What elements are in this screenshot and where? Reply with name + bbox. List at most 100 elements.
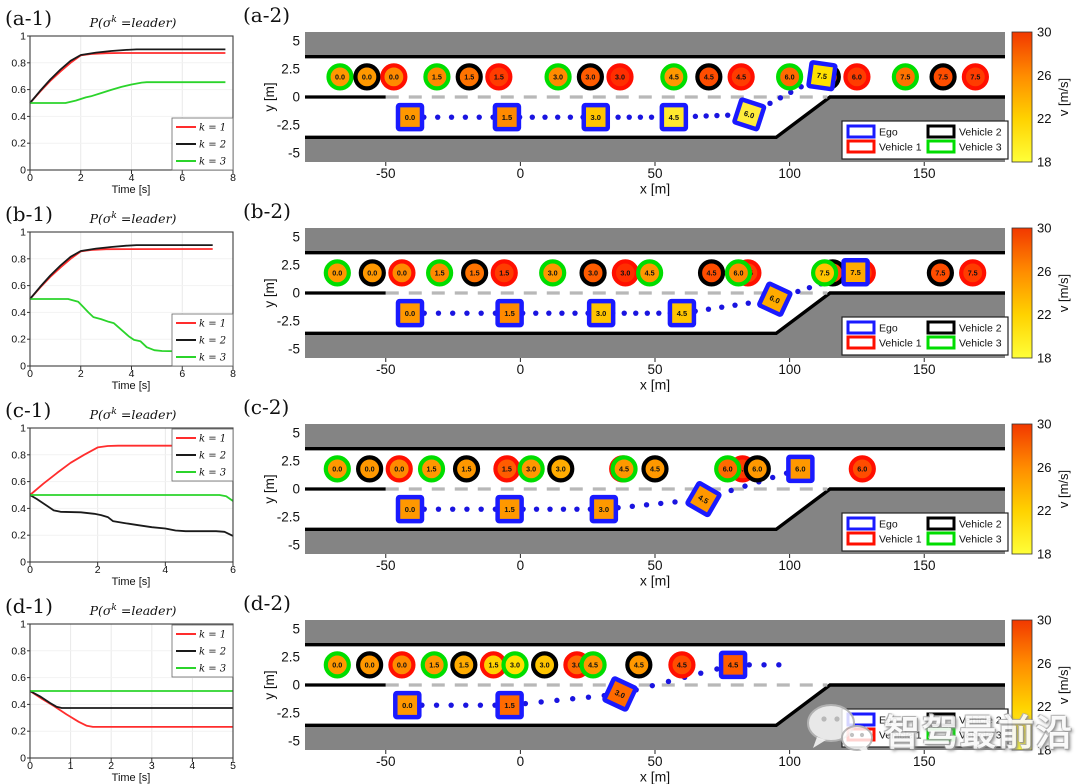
svg-text:8: 8 — [230, 368, 236, 380]
v3-marker: 0.0 — [323, 651, 351, 679]
svg-text:0.0: 0.0 — [405, 113, 415, 122]
svg-text:4.5: 4.5 — [736, 72, 746, 81]
svg-text:0: 0 — [517, 754, 525, 769]
svg-text:-2.5: -2.5 — [277, 314, 300, 329]
prob-chart: 0 2 4 6 8 Time [s] 0 0.2 0.4 0.6 0.8 1 P(σk =leader)… — [5, 6, 236, 196]
v2-marker: 0.0 — [356, 455, 384, 483]
panel-label: (a-1) — [5, 6, 52, 30]
panel-label: (d-2) — [243, 591, 291, 615]
svg-text:v [m/s]: v [m/s] — [1056, 274, 1071, 312]
svg-text:3: 3 — [149, 760, 155, 772]
road-legend: Ego Vehicle 1 Vehicle 2 Vehicle 3 — [841, 316, 1009, 356]
prob-chart: 0 2 4 6 8 Time [s] 0 0.2 0.4 0.6 0.8 1 P(σk =leader)… — [5, 202, 236, 392]
svg-text:0.0: 0.0 — [332, 660, 342, 669]
svg-text:k = 3: k = 3 — [199, 353, 226, 364]
y-axis: 0 0.2 0.4 0.6 0.8 1 — [11, 619, 30, 765]
svg-text:1.5: 1.5 — [499, 268, 509, 277]
svg-text:x [m]: x [m] — [640, 769, 670, 784]
ego-markers: 0.0 1.5 3.0 4.5 — [393, 650, 748, 720]
svg-text:0.0: 0.0 — [367, 268, 377, 277]
svg-text:Vehicle 2: Vehicle 2 — [959, 519, 1002, 531]
svg-text:6.0: 6.0 — [785, 72, 795, 81]
y-axis: 5 2.5 0 -2.5 -5 y [m] — [262, 230, 300, 357]
chart-legend: k = 1 k = 2 k = 3 — [171, 624, 234, 678]
svg-text:0.0: 0.0 — [397, 660, 407, 669]
svg-text:150: 150 — [913, 754, 936, 769]
v2-marker: 3.0 — [576, 63, 604, 91]
svg-text:150: 150 — [913, 558, 936, 573]
v1-marker: 3.0 — [611, 259, 639, 287]
svg-text:6.0: 6.0 — [752, 464, 762, 473]
svg-text:0.2: 0.2 — [11, 530, 26, 542]
svg-text:0.2: 0.2 — [11, 138, 26, 150]
svg-text:3.0: 3.0 — [510, 660, 520, 669]
svg-text:0.0: 0.0 — [332, 464, 342, 473]
v3-marker: 7.5 — [811, 259, 839, 287]
series-kblack — [29, 48, 226, 104]
v1-marker: 1.5 — [490, 259, 518, 287]
svg-text:1.5: 1.5 — [504, 309, 514, 318]
y-axis: 0 0.2 0.4 0.6 0.8 1 — [11, 423, 30, 569]
ego-marker: 0.0 — [395, 494, 425, 524]
svg-text:4.5: 4.5 — [738, 464, 748, 473]
road-legend: Ego Vehicle 1 Vehicle 2 Vehicle 3 — [841, 120, 1009, 160]
svg-text:0.6: 0.6 — [11, 672, 26, 684]
svg-text:6.0: 6.0 — [768, 293, 781, 306]
svg-text:22: 22 — [1037, 111, 1051, 126]
ego-marker: 3.0 — [586, 298, 616, 328]
svg-text:1.5: 1.5 — [427, 464, 437, 473]
svg-text:150: 150 — [913, 166, 936, 181]
svg-text:4.5: 4.5 — [704, 72, 714, 81]
svg-text:4.5: 4.5 — [677, 660, 687, 669]
svg-text:22: 22 — [1037, 503, 1051, 518]
svg-text:0.8: 0.8 — [11, 645, 26, 657]
svg-text:v [m/s]: v [m/s] — [1056, 470, 1071, 508]
x-axis: 0 1 2 3 4 5 Time [s] — [27, 758, 236, 784]
colorbar: 30 26 22 18 v [m/s] — [1011, 417, 1071, 562]
svg-text:1.5: 1.5 — [470, 268, 480, 277]
ego-marker: 6.0 — [786, 454, 815, 484]
svg-text:0.6: 0.6 — [11, 476, 26, 488]
chart-title: P(σk =leader) — [89, 603, 177, 618]
panel-label: (d-1) — [5, 594, 53, 618]
svg-text:v [m/s]: v [m/s] — [1056, 78, 1071, 116]
v2-marker: 6.0 — [743, 455, 771, 483]
svg-text:26: 26 — [1037, 656, 1051, 671]
v3-marker: 3.0 — [501, 651, 529, 679]
svg-text:100: 100 — [778, 558, 801, 573]
svg-text:k = 1: k = 1 — [199, 123, 226, 134]
svg-text:0.4: 0.4 — [11, 503, 26, 515]
ego-marker: 3.0 — [581, 102, 611, 132]
v2-marker: 1.5 — [450, 651, 478, 679]
svg-text:50: 50 — [647, 558, 662, 573]
vehicle-circles: 0.0 0.0 0.0 1.5 1.5 1.5 3.0 3.0 3.0 4.5 4.5 4.5 6.0 6… — [326, 63, 989, 91]
v2-marker: 4.5 — [625, 651, 653, 679]
ego-marker: 4.5 — [685, 480, 722, 518]
svg-text:0.0: 0.0 — [405, 505, 415, 514]
svg-text:7.5: 7.5 — [970, 72, 980, 81]
ego-marker: 3.0 — [602, 676, 638, 712]
svg-text:30: 30 — [1037, 417, 1051, 432]
svg-text:7.5: 7.5 — [900, 72, 910, 81]
svg-text:-5: -5 — [288, 146, 300, 161]
v3-marker: 0.0 — [323, 259, 351, 287]
v1-marker: 0.0 — [388, 259, 416, 287]
svg-text:7.5: 7.5 — [938, 72, 948, 81]
v3-marker: 6.0 — [776, 63, 804, 91]
svg-text:k = 1: k = 1 — [199, 319, 226, 330]
svg-text:0.0: 0.0 — [389, 72, 399, 81]
ego-marker: 7.5 — [806, 60, 838, 92]
svg-text:100: 100 — [778, 166, 801, 181]
y-axis: 5 2.5 0 -2.5 -5 y [m] — [262, 426, 300, 553]
svg-text:0.0: 0.0 — [332, 268, 342, 277]
svg-text:4: 4 — [162, 564, 168, 576]
chart-title: P(σk =leader) — [89, 211, 177, 226]
v2-marker: 1.5 — [455, 63, 483, 91]
row-b: 0 2 4 6 8 Time [s] 0 0.2 0.4 0.6 0.8 1 P(σk =leader)… — [0, 196, 1080, 392]
svg-text:100: 100 — [778, 754, 801, 769]
svg-text:0.8: 0.8 — [11, 449, 26, 461]
svg-text:150: 150 — [913, 362, 936, 377]
ego-marker: 6.0 — [732, 97, 767, 132]
svg-text:26: 26 — [1037, 264, 1051, 279]
svg-text:0.4: 0.4 — [11, 111, 26, 123]
